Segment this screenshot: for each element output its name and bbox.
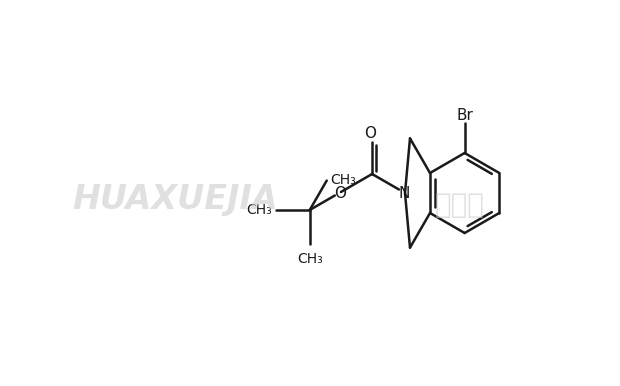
Text: Br: Br [456, 108, 473, 124]
Text: O: O [334, 186, 346, 200]
Text: CH₃: CH₃ [297, 252, 322, 266]
Text: O: O [364, 127, 376, 142]
Text: HUAXUEJIA: HUAXUEJIA [72, 183, 278, 217]
Text: 化学加: 化学加 [435, 191, 485, 219]
Text: CH₃: CH₃ [246, 203, 272, 217]
Text: CH₃: CH₃ [330, 173, 356, 186]
Text: N: N [398, 186, 410, 200]
